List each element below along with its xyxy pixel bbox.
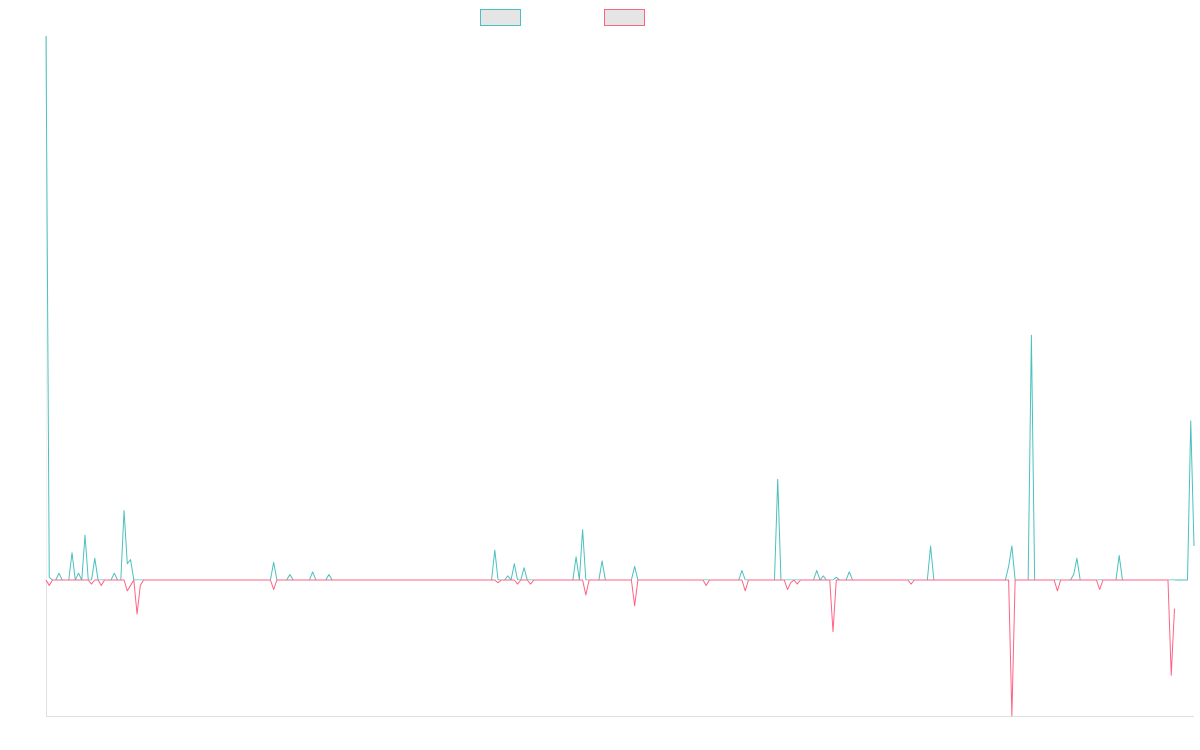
series-line	[45, 35, 1195, 581]
series-area	[46, 580, 1175, 716]
series-line	[45, 579, 1175, 717]
series-layer	[45, 35, 1195, 717]
legend[interactable]	[480, 9, 645, 26]
legend-swatch[interactable]	[604, 9, 645, 26]
axes	[46, 36, 1194, 717]
series-area	[46, 36, 1194, 580]
legend-swatch[interactable]	[480, 9, 521, 26]
